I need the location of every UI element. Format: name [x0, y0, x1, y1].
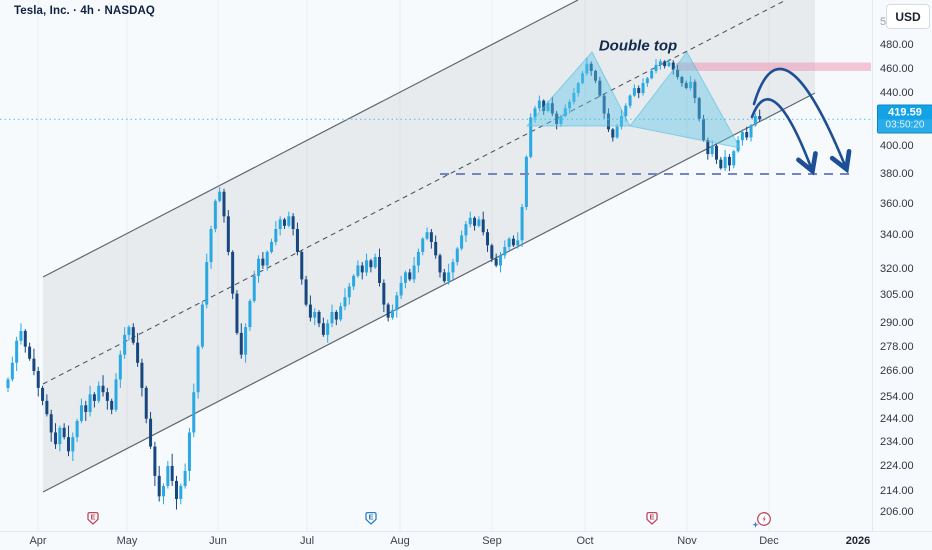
svg-text:E: E: [368, 513, 373, 522]
currency-toggle-button[interactable]: USD: [886, 4, 930, 29]
price-tick-label: 380.00: [880, 168, 914, 181]
price-tick-label: 206.00: [880, 506, 914, 519]
bar-countdown: 03:50:20: [878, 119, 932, 133]
last-price-value: 419.59: [888, 106, 922, 119]
price-tick-label: 480.00: [880, 39, 914, 51]
chart-canvas[interactable]: [0, 0, 872, 531]
time-axis-month-label: Sep: [482, 535, 502, 547]
time-axis[interactable]: Apr May Jun Jul Aug Sep Oct Nov Dec 2026: [0, 531, 932, 550]
price-tick-label: 360.00: [880, 197, 914, 210]
price-tick-label: 266.00: [880, 365, 914, 378]
price-tick-label: 305.00: [880, 289, 914, 302]
earnings-marker-icon[interactable]: E: [86, 511, 100, 531]
time-axis-month-label: Dec: [759, 535, 779, 547]
symbol-title: Tesla, Inc. · 4h · NASDAQ: [14, 5, 155, 17]
month-gridlines: [37, 0, 770, 531]
earnings-marker-icon[interactable]: E: [364, 511, 378, 531]
horizontal-lines[interactable]: [0, 118, 871, 176]
candlesticks: [6, 57, 762, 510]
time-axis-year-label: 2026: [845, 535, 871, 547]
time-axis-month-label: Jun: [209, 535, 227, 547]
price-tick-label: 340.00: [880, 229, 914, 242]
price-axis[interactable]: 500.00480.00460.00440.00400.00380.00360.…: [872, 0, 932, 531]
time-axis-month-label: Oct: [576, 535, 594, 547]
price-tick-label: 440.00: [880, 87, 914, 100]
svg-text:E: E: [90, 513, 95, 522]
time-axis-month-label: Apr: [29, 535, 47, 547]
price-tick-label: 460.00: [880, 62, 914, 75]
earnings-marker-icon[interactable]: E: [645, 511, 659, 531]
price-tick-label: 214.00: [880, 485, 914, 498]
price-tick-label: 400.00: [880, 139, 914, 152]
flash-event-icon[interactable]: [751, 511, 773, 531]
chart-pane[interactable]: Tesla, Inc. · 4h · NASDAQ Double top E E E: [0, 0, 872, 531]
price-tick-label: 290.00: [880, 317, 914, 330]
last-price-badge: 419.59 03:50:20: [877, 104, 932, 134]
price-tick-label: 320.00: [880, 262, 914, 275]
price-tick-label: 234.00: [880, 435, 914, 448]
time-axis-month-label: May: [116, 535, 138, 547]
time-axis-month-label: Nov: [677, 535, 697, 547]
price-tick-label: 278.00: [880, 340, 914, 353]
projection-arrows[interactable]: [750, 67, 852, 176]
price-tick-label: 244.00: [880, 412, 914, 425]
price-tick-label: 254.00: [880, 390, 914, 403]
double-top-pattern-triangles[interactable]: [525, 51, 741, 149]
svg-text:E: E: [649, 513, 654, 522]
double-top-annotation-label[interactable]: Double top: [598, 37, 678, 55]
resistance-zone[interactable]: [676, 62, 871, 71]
time-axis-month-label: Jul: [299, 535, 315, 547]
time-axis-month-label: Aug: [390, 535, 410, 547]
price-tick-label: 224.00: [880, 459, 914, 472]
